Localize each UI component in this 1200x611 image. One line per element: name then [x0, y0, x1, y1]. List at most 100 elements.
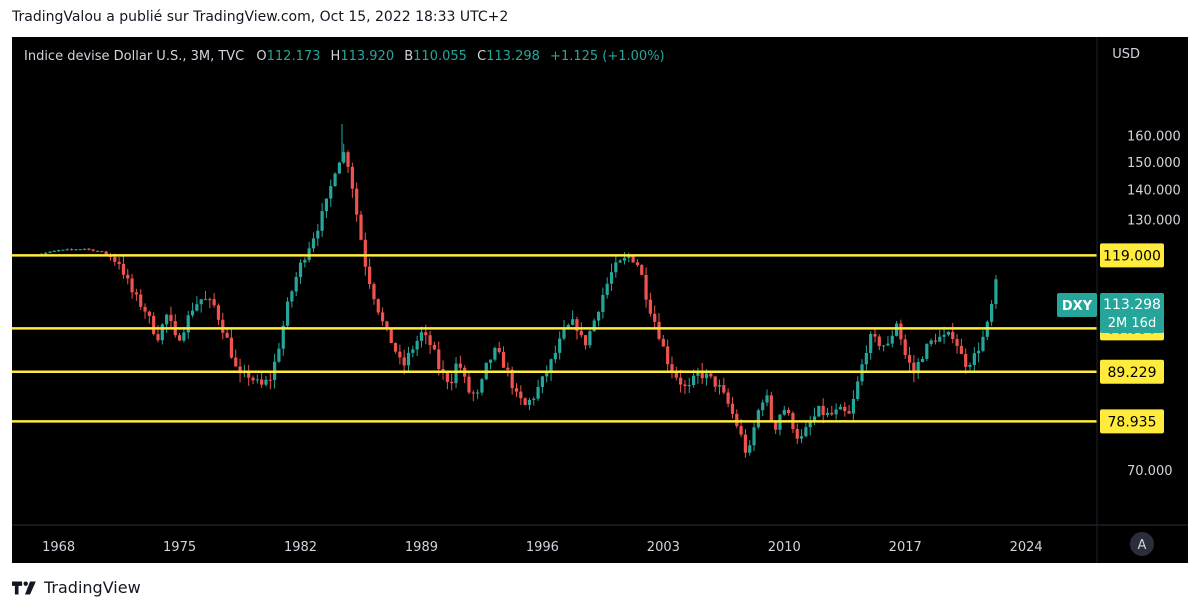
- tradingview-logo[interactable]: TradingView: [12, 578, 141, 597]
- current-price-tag[interactable]: DXY 113.298 2M 16d: [1057, 293, 1164, 333]
- candle: [199, 299, 203, 313]
- candle: [255, 374, 259, 384]
- candle: [648, 292, 652, 317]
- candle: [838, 404, 843, 410]
- candle: [795, 423, 799, 444]
- candle: [458, 355, 462, 373]
- candle: [78, 248, 82, 251]
- candle: [247, 364, 251, 386]
- candle: [679, 369, 683, 393]
- candle: [307, 241, 311, 263]
- candle: [70, 248, 74, 251]
- candle: [134, 288, 138, 301]
- candle: [622, 252, 627, 265]
- candle: [592, 318, 596, 332]
- candle: [752, 422, 756, 452]
- candle: [190, 302, 195, 318]
- candle: [726, 388, 730, 408]
- candle: [821, 398, 825, 424]
- candle: [985, 320, 989, 340]
- candle: [160, 323, 164, 345]
- candle: [57, 249, 61, 252]
- y-axis: 70.000 130.000 140.000 150.000 160.000: [1127, 130, 1181, 479]
- candle: [177, 332, 182, 342]
- candle: [203, 290, 208, 301]
- candle: [851, 390, 855, 422]
- x-tick-label: 1975: [163, 540, 196, 555]
- auto-scale-label: A: [1138, 538, 1147, 553]
- candle: [735, 409, 739, 429]
- candle: [674, 366, 678, 381]
- candle: [523, 397, 527, 406]
- candle: [545, 365, 549, 383]
- x-axis: 1968 1975 1982 1989 1996 2003 2010 2017 2024: [12, 37, 1188, 563]
- level-tag-label: 119.000: [1103, 248, 1161, 264]
- open-value: 112.173: [266, 49, 321, 64]
- price-tag-countdown: 2M 16d: [1108, 316, 1156, 331]
- candle: [687, 377, 691, 394]
- candle: [769, 391, 773, 422]
- x-tick-label: 2024: [1010, 540, 1043, 555]
- candle: [977, 342, 981, 363]
- candle: [65, 248, 69, 251]
- candle: [173, 314, 177, 338]
- candle: [761, 399, 765, 417]
- candle: [61, 249, 65, 251]
- candle: [506, 362, 510, 377]
- candle: [532, 396, 536, 406]
- auto-scale-button[interactable]: A: [1130, 532, 1154, 556]
- low-label: B: [404, 49, 414, 64]
- candle: [406, 346, 411, 371]
- x-tick-label: 1996: [526, 540, 559, 555]
- candle: [644, 267, 648, 308]
- candle: [359, 210, 363, 241]
- candle: [640, 263, 644, 276]
- chart-frame[interactable]: 70.000 130.000 140.000 150.000 160.000 1968 1…: [12, 37, 1188, 563]
- candle: [968, 362, 972, 371]
- candle: [869, 331, 873, 360]
- candle: [264, 375, 268, 387]
- candle: [221, 312, 225, 340]
- candle: [476, 389, 480, 400]
- candle: [536, 379, 540, 401]
- candle: [82, 248, 87, 251]
- candle: [316, 223, 320, 247]
- candle: [195, 296, 199, 312]
- candle: [696, 367, 700, 384]
- candle: [450, 373, 454, 391]
- candle: [925, 343, 929, 362]
- candle: [363, 232, 367, 276]
- low-value: 110.055: [413, 49, 467, 64]
- candle: [130, 273, 134, 299]
- candle: [579, 322, 583, 338]
- candle: [441, 360, 445, 380]
- y-tick-label: 130.000: [1127, 214, 1181, 229]
- candle: [303, 257, 307, 268]
- candle: [389, 327, 393, 344]
- candle: [540, 375, 545, 394]
- candle: [488, 359, 493, 370]
- candle: [329, 179, 333, 207]
- candle: [428, 330, 432, 354]
- open-label: O: [256, 49, 267, 64]
- candle: [320, 202, 324, 238]
- candle: [877, 334, 881, 351]
- candle: [337, 161, 342, 174]
- candle: [346, 150, 350, 174]
- y-tick-label: 160.000: [1127, 130, 1181, 145]
- candle: [519, 385, 523, 405]
- candle: [415, 335, 419, 357]
- candle: [618, 259, 622, 264]
- candle: [527, 397, 532, 411]
- candle: [311, 232, 316, 253]
- symbol-name: Indice devise Dollar U.S., 3M, TVC: [24, 49, 245, 64]
- candle: [635, 259, 640, 267]
- level-tag-label: 78.935: [1108, 414, 1157, 430]
- candle: [782, 405, 786, 416]
- candle: [882, 344, 886, 352]
- candle: [583, 334, 588, 350]
- candle: [333, 172, 337, 187]
- x-tick-label: 1968: [42, 540, 75, 555]
